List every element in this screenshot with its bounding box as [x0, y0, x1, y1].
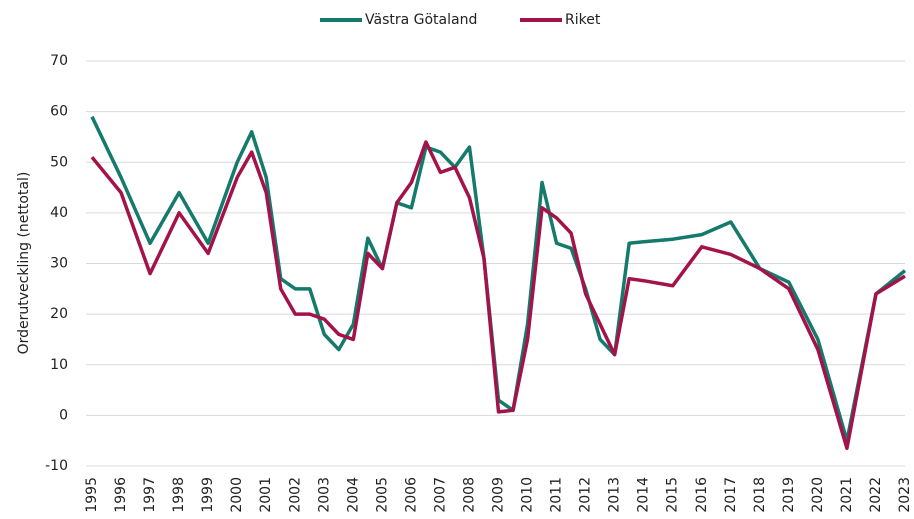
x-tick-label: 2004 [345, 477, 361, 513]
x-tick-label: 2015 [665, 477, 681, 513]
x-tick-label: 2006 [403, 477, 419, 513]
x-tick-label: 2022 [868, 477, 884, 513]
x-tick-label: 2010 [520, 477, 536, 513]
x-tick-label: 2000 [229, 477, 245, 513]
y-tick-label: 70 [50, 53, 68, 69]
x-tick-label: 2007 [432, 477, 448, 513]
y-axis-label: Orderutveckling (nettotal) [16, 172, 32, 355]
y-tick-label: 60 [50, 104, 68, 120]
x-tick-label: 2021 [839, 477, 855, 513]
series-line [90, 140, 906, 451]
y-tick-label: 0 [59, 407, 68, 423]
y-tick-label: 10 [50, 357, 68, 373]
x-tick-label: 2012 [578, 477, 594, 513]
y-tick-label: 30 [50, 256, 68, 272]
y-tick-label: -10 [45, 458, 68, 474]
legend-label: Riket [565, 12, 601, 28]
x-tick-label: 1997 [142, 477, 158, 513]
x-tick-label: 2011 [549, 477, 565, 513]
x-tick-label: 2014 [636, 477, 652, 513]
x-tick-label: 2001 [258, 477, 274, 513]
x-tick-label: 2013 [607, 477, 623, 513]
x-tick-label: 2005 [374, 477, 390, 513]
x-tick-label: 2002 [287, 477, 303, 513]
series-line [90, 115, 907, 443]
x-tick-label: 1995 [84, 477, 100, 513]
legend-label: Västra Götaland [365, 12, 477, 28]
x-tick-label: 2009 [491, 477, 507, 513]
x-tick-label: 1996 [113, 477, 129, 513]
x-tick-label: 2017 [723, 477, 739, 513]
x-tick-label: 2023 [897, 477, 913, 513]
x-tick-label: 1998 [171, 477, 187, 513]
x-tick-label: 1999 [200, 477, 216, 513]
x-tick-label: 2008 [461, 477, 477, 513]
y-tick-label: 40 [50, 205, 68, 221]
y-tick-label: 20 [50, 306, 68, 322]
x-tick-label: 2016 [694, 477, 710, 513]
x-tick-label: 2018 [752, 477, 768, 513]
x-tick-label: 2020 [810, 477, 826, 513]
y-tick-label: 50 [50, 154, 68, 170]
x-tick-label: 2003 [316, 477, 332, 513]
x-tick-label: 2019 [781, 477, 797, 513]
